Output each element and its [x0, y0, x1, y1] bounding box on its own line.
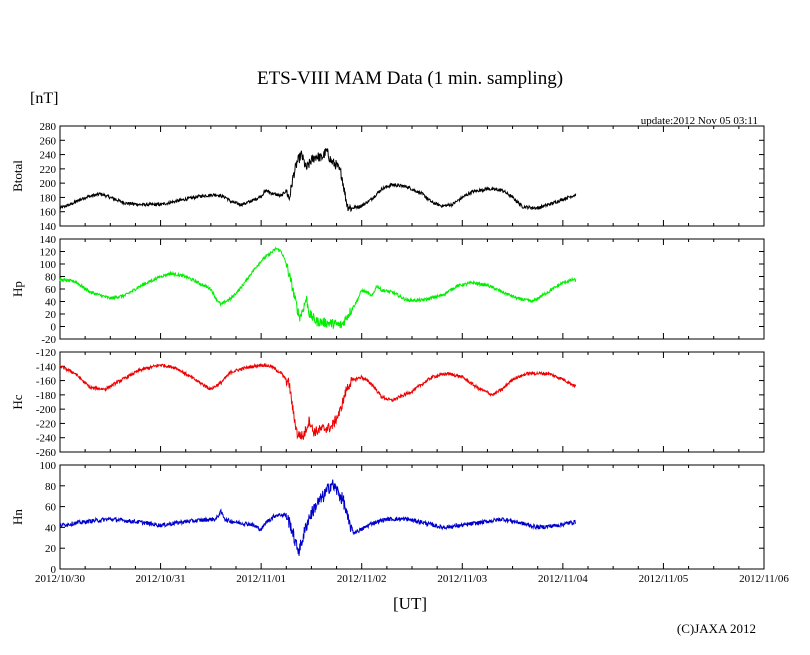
y-tick-label: 260	[40, 135, 57, 147]
y-axis-label: Btotal	[10, 160, 25, 192]
y-tick-label: 20	[45, 309, 57, 321]
series-line-hp	[59, 246, 577, 329]
x-tick-label: 2012/11/03	[437, 573, 487, 585]
series-line-btotal	[59, 148, 577, 213]
y-tick-label: -20	[41, 334, 56, 346]
x-axis-label: [UT]	[393, 594, 427, 613]
y-tick-label: 60	[45, 284, 57, 296]
y-tick-label: 40	[45, 297, 57, 309]
y-tick-label: -120	[36, 347, 57, 359]
x-tick-label: 2012/11/06	[739, 573, 789, 585]
y-tick-label: -220	[36, 418, 57, 430]
x-tick-label: 2012/11/01	[236, 573, 286, 585]
panel-frame	[59, 464, 765, 570]
y-tick-label: -240	[36, 433, 57, 445]
y-tick-label: 240	[40, 150, 57, 162]
y-tick-label: 160	[40, 207, 57, 219]
panel-frame	[59, 351, 765, 453]
y-tick-label: 80	[45, 481, 57, 493]
x-tick-label: 2012/10/30	[35, 573, 86, 585]
y-tick-label: -200	[36, 404, 57, 416]
y-axis-label: Hc	[10, 394, 25, 409]
y-tick-label: 140	[40, 221, 57, 233]
y-tick-label: 280	[40, 121, 57, 133]
y-axis-label: Hp	[10, 281, 25, 297]
y-tick-label: 40	[45, 522, 57, 534]
y-tick-label: -260	[36, 447, 57, 459]
panels-group: 140160180200220240260280Btotal-200204060…	[10, 121, 765, 576]
y-tick-label: 80	[45, 272, 57, 284]
y-tick-label: 100	[40, 259, 57, 271]
x-tick-label: 2012/11/05	[639, 573, 689, 585]
series-line-hn	[59, 479, 577, 556]
copyright-text: (C)JAXA 2012	[677, 621, 756, 636]
y-tick-label: 120	[40, 247, 57, 259]
y-tick-label: 60	[45, 502, 57, 514]
x-tick-labels: 2012/10/30 2012/10/31 2012/11/01 2012/11/02…	[35, 573, 789, 585]
panel-frame	[59, 125, 765, 227]
panel-frame	[59, 238, 765, 340]
y-tick-label: 100	[40, 460, 57, 472]
chart-title: ETS-VIII MAM Data (1 min. sampling)	[257, 68, 563, 89]
unit-label: [nT]	[30, 90, 58, 107]
update-timestamp: update:2012 Nov 05 03:11	[641, 115, 758, 127]
x-tick-label: 2012/11/04	[538, 573, 588, 585]
y-tick-label: 0	[51, 564, 57, 576]
y-tick-label: -180	[36, 390, 57, 402]
panel-hc: -260 -240 -220 -200 -180 -160 -140 -120 Hc	[10, 347, 765, 459]
x-tick-label: 2012/11/02	[337, 573, 387, 585]
y-tick-label: -160	[36, 376, 57, 388]
panel-hn: 0 20 40 60 80 100 Hn	[10, 460, 765, 576]
y-axis-label: Hn	[10, 509, 25, 525]
y-tick-label: 180	[40, 192, 57, 204]
y-tick-label: 20	[45, 543, 57, 555]
y-tick-label: 0	[51, 322, 57, 334]
y-tick-label: -140	[36, 361, 57, 373]
y-tick-label: 140	[40, 234, 57, 246]
x-tick-label: 2012/10/31	[136, 573, 186, 585]
panel-btotal: 140 160 180 200 220 240 260 280 Btotal	[10, 121, 765, 233]
y-tick-label: 200	[40, 178, 57, 190]
series-line-hc	[59, 362, 577, 440]
y-tick-label: 220	[40, 164, 57, 176]
